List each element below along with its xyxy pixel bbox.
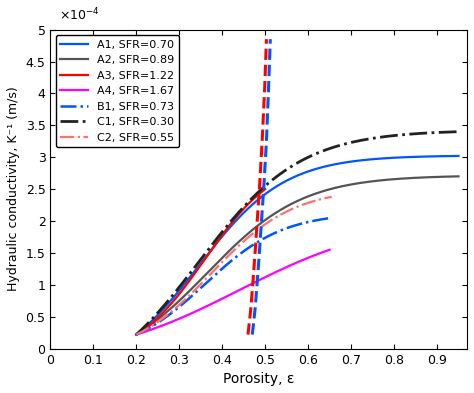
A1, SFR=0.70: [368, 157, 374, 162]
B1, SFR=0.73: [275, 229, 281, 234]
C1, SFR=0.30: [456, 129, 461, 134]
B1, SFR=0.73: [134, 332, 139, 337]
Text: $\times 10^{-4}$: $\times 10^{-4}$: [59, 7, 100, 23]
C2, SFR=0.55: [134, 332, 139, 337]
Line: B1, SFR=0.73: B1, SFR=0.73: [137, 218, 332, 334]
A3, SFR=1.22: [175, 293, 181, 298]
C1, SFR=0.30: [172, 290, 178, 295]
A3, SFR=1.22: [262, 187, 268, 191]
A3, SFR=1.22: [215, 239, 220, 244]
Line: C1, SFR=0.30: C1, SFR=0.30: [137, 132, 458, 334]
C1, SFR=0.30: [134, 332, 139, 337]
Line: C2, SFR=0.55: C2, SFR=0.55: [137, 197, 332, 334]
B1, SFR=0.73: [256, 239, 262, 243]
A3, SFR=1.22: [227, 222, 233, 227]
A3, SFR=1.22: [149, 321, 155, 325]
A4, SFR=1.67: [274, 269, 280, 274]
A1, SFR=0.70: [456, 154, 461, 158]
A2, SFR=0.89: [134, 332, 139, 337]
A3, SFR=1.22: [227, 223, 232, 228]
B1, SFR=0.73: [274, 230, 280, 234]
Legend: A1, SFR=0.70, A2, SFR=0.89, A3, SFR=1.22, A4, SFR=1.67, B1, SFR=0.73, C1, SFR=0.: A1, SFR=0.70, A2, SFR=0.89, A3, SFR=1.22…: [56, 35, 179, 147]
A1, SFR=0.70: [134, 332, 139, 337]
C2, SFR=0.55: [274, 214, 280, 219]
C2, SFR=0.55: [157, 318, 163, 323]
B1, SFR=0.73: [329, 215, 335, 220]
A1, SFR=0.70: [261, 193, 267, 197]
A4, SFR=1.67: [210, 301, 216, 306]
A2, SFR=0.89: [238, 237, 244, 242]
A2, SFR=0.89: [172, 302, 178, 307]
A2, SFR=0.89: [368, 179, 374, 184]
X-axis label: Porosity, ε: Porosity, ε: [223, 372, 294, 386]
A2, SFR=0.89: [366, 179, 372, 184]
C1, SFR=0.30: [368, 136, 374, 141]
B1, SFR=0.73: [197, 286, 203, 291]
A2, SFR=0.89: [261, 219, 267, 223]
A4, SFR=1.67: [255, 278, 261, 283]
Line: A3, SFR=1.22: A3, SFR=1.22: [137, 189, 265, 334]
C2, SFR=0.55: [329, 195, 335, 199]
A4, SFR=1.67: [134, 332, 139, 337]
A4, SFR=1.67: [157, 324, 163, 329]
A2, SFR=0.89: [336, 185, 342, 189]
Y-axis label: Hydraulic conductivity, K⁻¹ (m/s): Hydraulic conductivity, K⁻¹ (m/s): [7, 87, 20, 292]
A1, SFR=0.70: [172, 293, 178, 298]
C2, SFR=0.55: [256, 226, 262, 231]
C2, SFR=0.55: [275, 213, 281, 218]
B1, SFR=0.73: [157, 319, 163, 324]
A4, SFR=1.67: [327, 247, 332, 252]
C1, SFR=0.30: [238, 207, 244, 212]
C2, SFR=0.55: [197, 283, 203, 287]
C1, SFR=0.30: [336, 143, 342, 148]
A1, SFR=0.70: [336, 161, 342, 166]
A1, SFR=0.70: [238, 213, 244, 218]
A2, SFR=0.89: [456, 174, 461, 179]
A1, SFR=0.70: [366, 157, 372, 162]
A4, SFR=1.67: [196, 307, 202, 312]
Line: A4, SFR=1.67: A4, SFR=1.67: [137, 250, 329, 334]
A4, SFR=1.67: [273, 270, 279, 274]
Line: A2, SFR=0.89: A2, SFR=0.89: [137, 176, 458, 334]
C2, SFR=0.55: [211, 268, 217, 273]
C1, SFR=0.30: [366, 137, 372, 141]
C1, SFR=0.30: [261, 185, 267, 189]
B1, SFR=0.73: [211, 274, 217, 279]
A3, SFR=1.22: [134, 332, 139, 337]
A3, SFR=1.22: [184, 281, 190, 286]
Line: A1, SFR=0.70: A1, SFR=0.70: [137, 156, 458, 334]
